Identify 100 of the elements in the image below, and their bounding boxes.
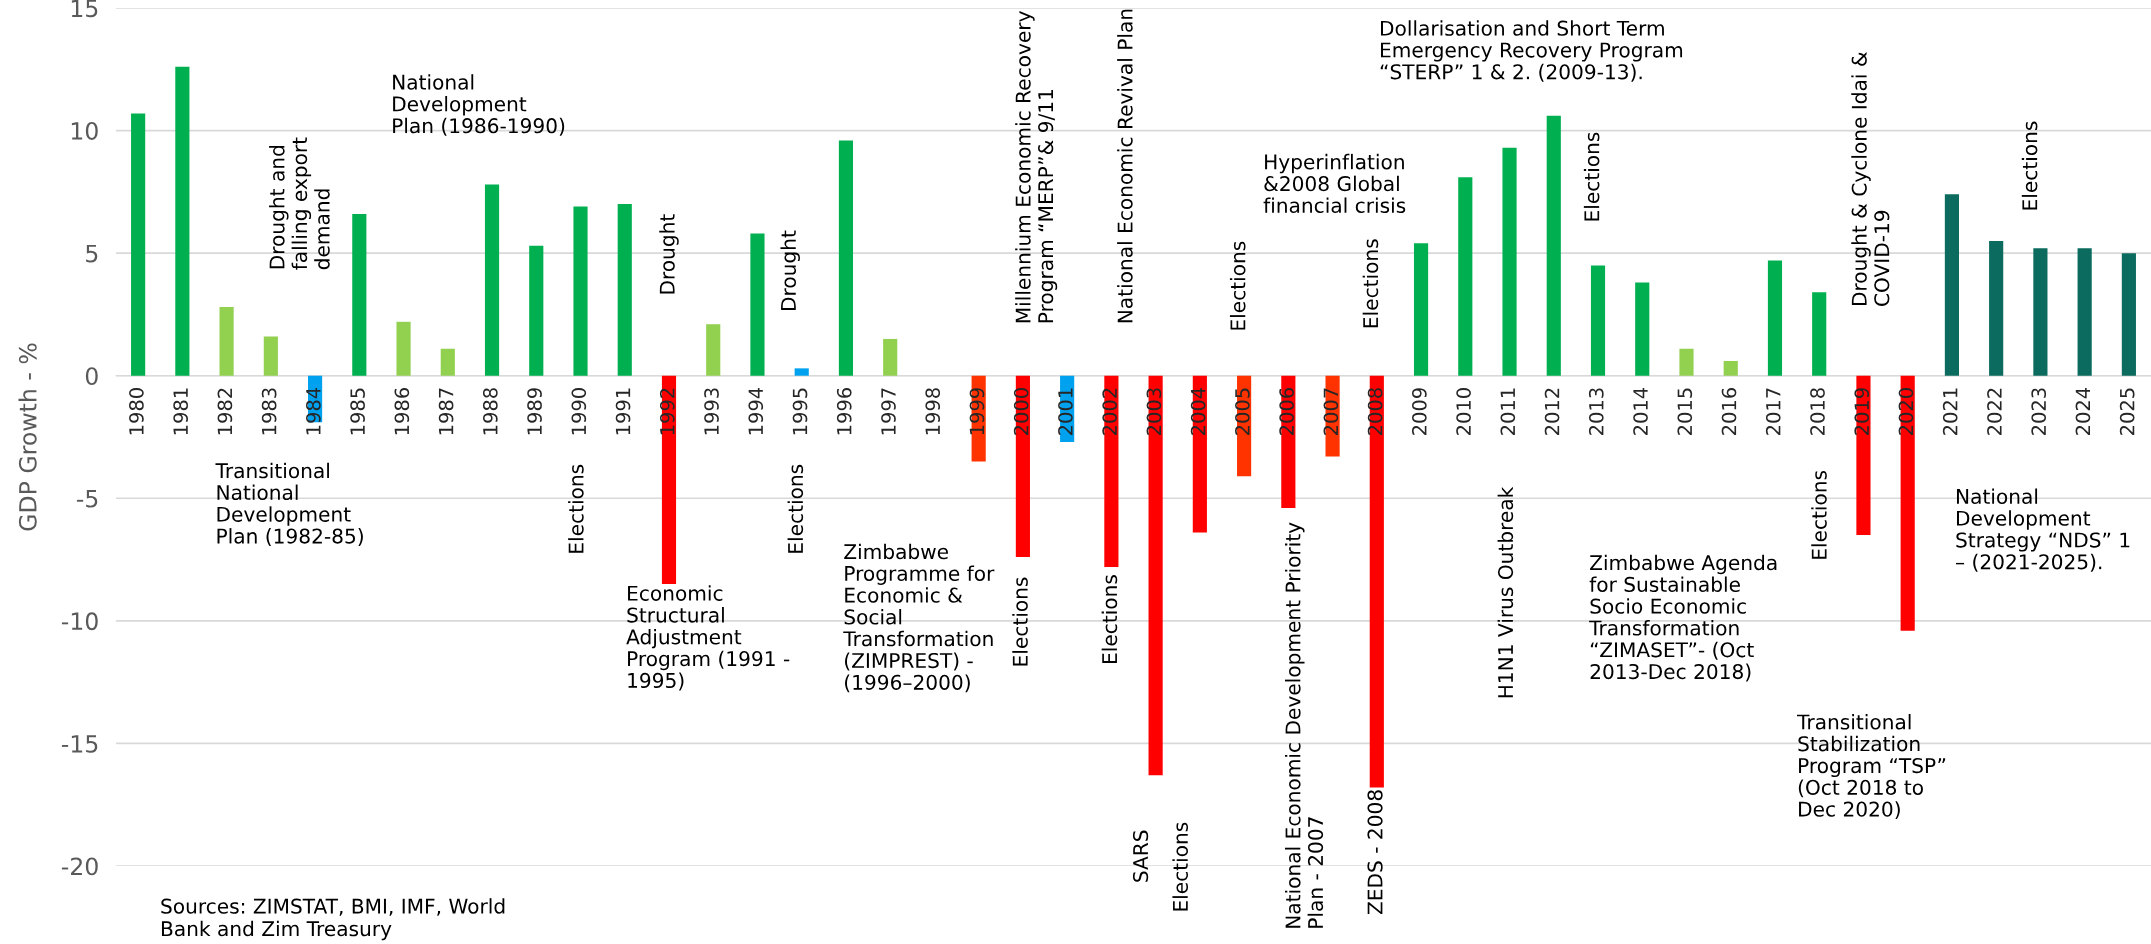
bar: [1856, 375, 1871, 536]
bar: [706, 324, 721, 376]
bar: [750, 233, 765, 376]
x-tick-label: 1995: [792, 388, 808, 435]
x-tick-label: 2012: [1544, 388, 1560, 435]
x-tick-label: 2015: [1677, 388, 1693, 435]
bar: [1767, 260, 1783, 376]
bar: [1679, 348, 1694, 376]
annotation: Drought and falling export demand: [269, 137, 330, 270]
bar: [1369, 375, 1384, 788]
bar: [1458, 177, 1473, 376]
x-tick-label: 2009: [1411, 388, 1427, 435]
annotation: National Economic Revival Plan: [1117, 9, 1133, 323]
x-tick-label: 1992: [659, 388, 675, 435]
annotation: Elections: [1362, 239, 1379, 328]
x-tick-label: 2003: [1146, 388, 1162, 435]
bar: [573, 206, 588, 376]
x-tick-label: 2005: [1235, 388, 1250, 435]
annotation: Elections: [1012, 577, 1028, 666]
annotation: National Development Strategy “NDS” 1 – (2021-2025).: [1956, 488, 2130, 572]
annotation: Zimbabwe Agenda for Sustainable Socio Economic Transformation “ZIMASET”- (Oct 2013-Dec 2018): [1589, 554, 1777, 682]
x-tick-label: 1985: [350, 388, 365, 435]
bar: [794, 368, 809, 376]
x-tick-label: 2019: [1854, 388, 1870, 435]
x-tick-label: 1980: [129, 388, 144, 435]
annotation: Elections: [2021, 121, 2038, 210]
x-tick-label: 2013: [1588, 388, 1604, 435]
annotation: Drought: [659, 214, 679, 294]
annotation: Zimbabwe Programme for Economic & Social Transformation (ZIMPREST) - (1996–2000): [843, 543, 995, 693]
x-tick-label: 2006: [1279, 388, 1294, 435]
bar: [1590, 265, 1606, 376]
y-tick-label: -20: [61, 857, 98, 876]
x-tick-label: 2002: [1102, 388, 1118, 435]
annotation: Dollarisation and Short Term Emergency Recovery Program “STERP” 1 & 2. (2009-13).: [1380, 20, 1683, 82]
x-tick-label: 2001: [1058, 388, 1073, 435]
x-tick-label: 1987: [438, 388, 454, 435]
x-tick-label: 2022: [1987, 388, 2002, 435]
bar: [484, 184, 500, 376]
bar: [263, 336, 278, 376]
x-tick-label: 2018: [1810, 388, 1825, 435]
x-tick-label: 1998: [925, 388, 941, 435]
bar: [1413, 243, 1429, 376]
bar: [1325, 375, 1340, 457]
x-tick-label: 1984: [306, 387, 321, 435]
annotation: SARS: [1132, 830, 1149, 882]
x-tick-label: 2016: [1721, 388, 1737, 435]
y-tick-label: -5: [76, 490, 98, 508]
bar: [1723, 361, 1738, 376]
x-tick-label: 2024: [2075, 387, 2091, 435]
annotation: ZEDS - 2008: [1367, 790, 1383, 915]
annotation: Hyperinflation &2008 Global financial crisis: [1263, 153, 1406, 214]
bar: [1944, 194, 1959, 376]
bar: [883, 338, 898, 376]
x-tick-label: 1997: [881, 388, 896, 435]
annotation: Economic Structural Adjustment Program (1991 - 1995): [626, 585, 790, 691]
x-tick-label: 1982: [217, 388, 233, 435]
bar: [617, 204, 632, 376]
y-tick-label: 0: [85, 367, 98, 386]
x-tick-label: 2007: [1323, 388, 1339, 435]
x-tick-label: 1988: [482, 388, 498, 435]
x-tick-label: 2017: [1765, 388, 1781, 435]
annotation: Elections: [568, 464, 584, 553]
x-tick-label: 2021: [1942, 388, 1958, 435]
bar: [352, 213, 367, 376]
bar: [661, 375, 677, 585]
bar: [2121, 253, 2136, 376]
bar: [838, 140, 854, 376]
x-tick-label: 2025: [2119, 388, 2135, 435]
x-tick-label: 1993: [704, 388, 719, 435]
x-tick-label: 1981: [173, 388, 188, 435]
y-tick-label: -10: [61, 612, 98, 631]
x-tick-label: 2014: [1633, 387, 1648, 435]
y-tick-label: 15: [71, 0, 98, 18]
annotation: Elections: [1583, 132, 1600, 221]
x-tick-label: 1986: [394, 388, 410, 435]
x-tick-label: 1999: [969, 388, 985, 435]
x-tick-label: 1991: [615, 388, 631, 435]
annotation: Transitional Stabilization Program “TSP” (Oct 2018 to Dec 2020): [1797, 714, 1946, 820]
bar: [1989, 240, 2004, 376]
annotation: Transitional National Development Plan (1982-85): [215, 462, 363, 547]
x-tick-label: 1996: [836, 388, 852, 435]
x-tick-label: 2020: [1898, 388, 1914, 435]
bar: [1812, 292, 1827, 376]
bar: [529, 245, 544, 376]
x-tick-label: 2023: [2031, 388, 2047, 435]
annotation: Elections: [787, 464, 804, 553]
source-note: Sources: ZIMSTAT, BMI, IMF, World Bank and Zim Treasury: [161, 898, 505, 941]
annotation: Elections: [1811, 470, 1827, 559]
bar: [396, 321, 411, 376]
x-tick-label: 1989: [527, 388, 542, 435]
x-tick-label: 2000: [1013, 388, 1029, 435]
annotation: National Development Plan (1986-1990): [393, 74, 565, 136]
x-tick-label: 2011: [1500, 388, 1516, 435]
annotation: Elections: [1101, 575, 1118, 664]
bar: [219, 307, 234, 376]
x-tick-label: 1983: [261, 388, 277, 435]
y-axis-title: GDP Growth - %: [18, 343, 37, 531]
bar: [131, 113, 146, 376]
annotation: Drought: [780, 230, 800, 310]
y-tick-label: 5: [86, 244, 98, 263]
